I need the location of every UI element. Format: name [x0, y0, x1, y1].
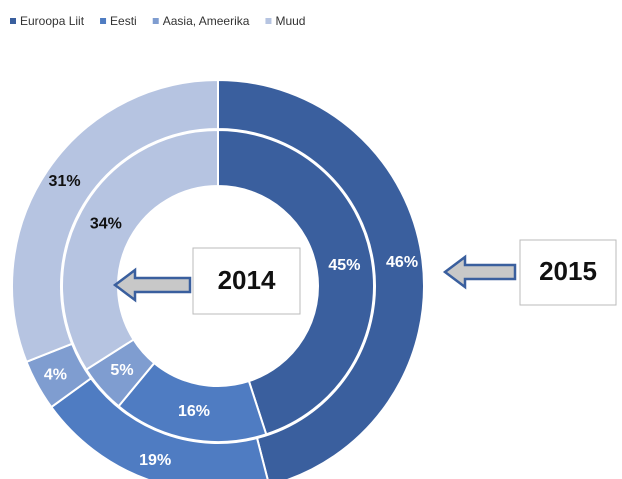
data-label: 34%: [90, 216, 122, 233]
data-label: 19%: [139, 452, 171, 469]
slice: [61, 128, 219, 371]
year-label: 2015: [539, 256, 597, 286]
year-box: [519, 239, 617, 306]
data-label: 46%: [386, 254, 418, 271]
data-label: 45%: [328, 257, 360, 274]
legend-swatch: [152, 18, 159, 24]
arrow: [442, 254, 517, 290]
slice: [217, 128, 375, 436]
arrow: [112, 267, 192, 303]
data-label: 5%: [110, 362, 133, 379]
year-box: [192, 247, 301, 315]
donut: 46% 19% 4% 31% 45% 16% 5% 34%: [11, 78, 425, 479]
arrow-2015: [442, 254, 517, 290]
data-label: 16%: [178, 403, 210, 420]
data-label: 4%: [44, 367, 67, 384]
legend-label: Muud: [275, 14, 305, 28]
legend: Euroopa Liit Eesti Aasia, Ameerika Muud: [10, 14, 305, 28]
arrow-2014: [112, 267, 192, 303]
legend-swatch: [100, 18, 107, 24]
legend-label: Aasia, Ameerika: [163, 14, 250, 28]
legend-swatch: [10, 18, 16, 24]
legend-label: Eesti: [110, 14, 137, 28]
legend-swatch: [265, 18, 272, 24]
data-label: 31%: [49, 173, 81, 190]
year-label: 2014: [218, 265, 276, 295]
legend-label: Euroopa Liit: [20, 14, 85, 28]
